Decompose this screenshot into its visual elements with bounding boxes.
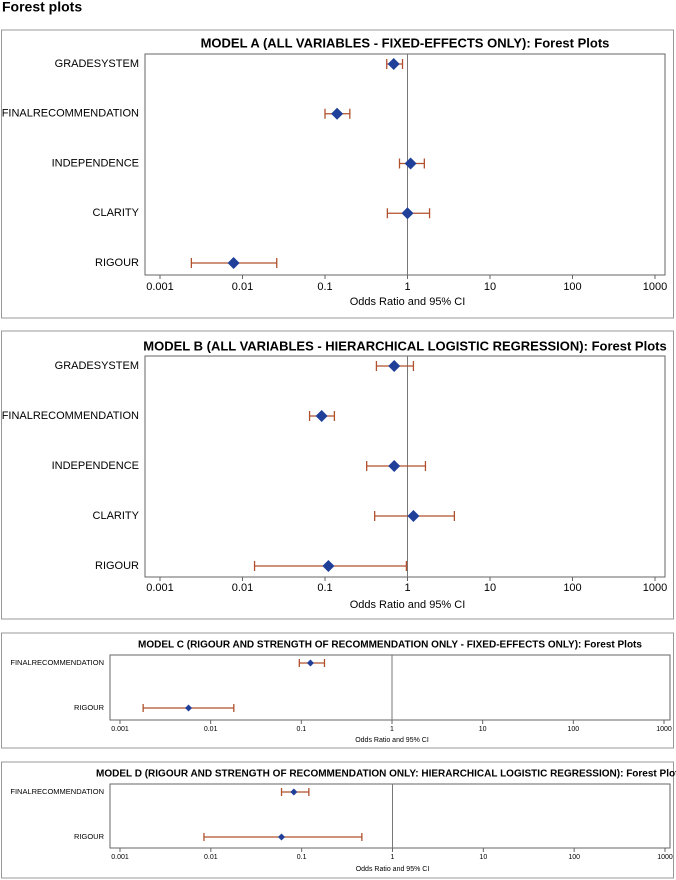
x-tick-label: 0.1 <box>296 726 306 733</box>
chart-title: MODEL A (ALL VARIABLES - FIXED-EFFECTS O… <box>201 35 610 50</box>
y-tick-label: INDEPENDENCE <box>52 157 139 169</box>
estimate-marker <box>404 157 417 170</box>
x-tick-label: 0.001 <box>146 281 174 293</box>
plot-frame <box>109 654 671 721</box>
x-tick-label: 0.001 <box>111 726 129 733</box>
y-tick-label: FINALRECOMMENDATION <box>10 658 104 667</box>
estimate-marker <box>185 704 193 712</box>
x-axis-label: Odds Ratio and 95% CI <box>355 737 429 744</box>
x-tick-label: 0.01 <box>232 582 253 594</box>
y-tick-label: RIGOUR <box>74 703 105 712</box>
y-tick-label: FINALRECOMMENDATION <box>2 108 139 120</box>
y-tick-label: FINALRECOMMENDATION <box>10 787 104 796</box>
y-tick-label: CLARITY <box>93 207 140 219</box>
panel-frame <box>1 330 674 620</box>
x-tick-label: 0.001 <box>146 582 174 594</box>
x-tick-label: 10 <box>479 854 487 861</box>
estimate-marker <box>387 58 400 70</box>
x-axis-label: Odds Ratio and 95% CI <box>350 296 466 308</box>
x-tick-label: 1000 <box>656 726 672 733</box>
x-tick-label: 1000 <box>643 582 667 594</box>
y-tick-label: FINALRECOMMENDATION <box>2 410 139 422</box>
estimate-marker <box>306 659 314 667</box>
x-tick-label: 0.01 <box>204 726 218 733</box>
x-tick-label: 100 <box>563 281 581 293</box>
estimate-marker <box>227 257 240 269</box>
x-tick-label: 0.1 <box>297 854 307 861</box>
x-tick-label: 1000 <box>657 854 673 861</box>
x-tick-label: 0.001 <box>111 854 129 861</box>
x-tick-label: 10 <box>484 582 496 594</box>
plot-frame <box>109 783 671 849</box>
x-tick-label: 1000 <box>643 281 667 293</box>
y-tick-label: GRADESYSTEM <box>55 360 139 372</box>
x-tick-label: 0.01 <box>204 854 218 861</box>
plot-frame <box>144 355 666 578</box>
x-tick-label: 100 <box>568 854 580 861</box>
estimate-marker <box>322 560 335 572</box>
panel-frame <box>1 761 674 879</box>
y-tick-label: RIGOUR <box>95 560 139 572</box>
y-tick-label: INDEPENDENCE <box>52 460 139 472</box>
estimate-marker <box>401 207 414 220</box>
estimate-marker <box>407 510 420 522</box>
x-tick-label: 0.1 <box>317 281 332 293</box>
estimate-marker <box>290 788 298 796</box>
x-tick-label: 1 <box>404 281 410 293</box>
x-tick-label: 0.01 <box>232 281 253 293</box>
estimate-marker <box>388 460 401 472</box>
panel-frame <box>1 632 674 749</box>
x-axis-label: Odds Ratio and 95% CI <box>356 866 430 873</box>
x-axis-label: Odds Ratio and 95% CI <box>350 599 466 611</box>
estimate-marker <box>388 360 401 372</box>
x-tick-label: 1 <box>404 582 410 594</box>
plot-frame <box>144 53 666 276</box>
x-tick-label: 0.1 <box>317 582 332 594</box>
estimate-marker <box>278 833 286 841</box>
panel-frame <box>1 29 674 319</box>
y-tick-label: RIGOUR <box>74 832 105 841</box>
chart-title: MODEL D (RIGOUR AND STRENGTH OF RECOMMEN… <box>96 769 676 780</box>
estimate-marker <box>331 107 344 120</box>
estimate-marker <box>315 410 328 422</box>
y-tick-label: GRADESYSTEM <box>55 58 139 70</box>
chart-title: MODEL C (RIGOUR AND STRENGTH OF RECOMMEN… <box>138 640 642 651</box>
x-tick-label: 100 <box>563 582 581 594</box>
x-tick-label: 100 <box>567 726 579 733</box>
x-tick-label: 1 <box>391 854 395 861</box>
x-tick-label: 10 <box>479 726 487 733</box>
y-tick-label: CLARITY <box>93 510 140 522</box>
x-tick-label: 10 <box>484 281 496 293</box>
page-heading: Forest plots <box>2 0 82 15</box>
x-tick-label: 1 <box>390 726 394 733</box>
y-tick-label: RIGOUR <box>95 257 139 269</box>
chart-title: MODEL B (ALL VARIABLES - HIERARCHICAL LO… <box>143 338 666 353</box>
